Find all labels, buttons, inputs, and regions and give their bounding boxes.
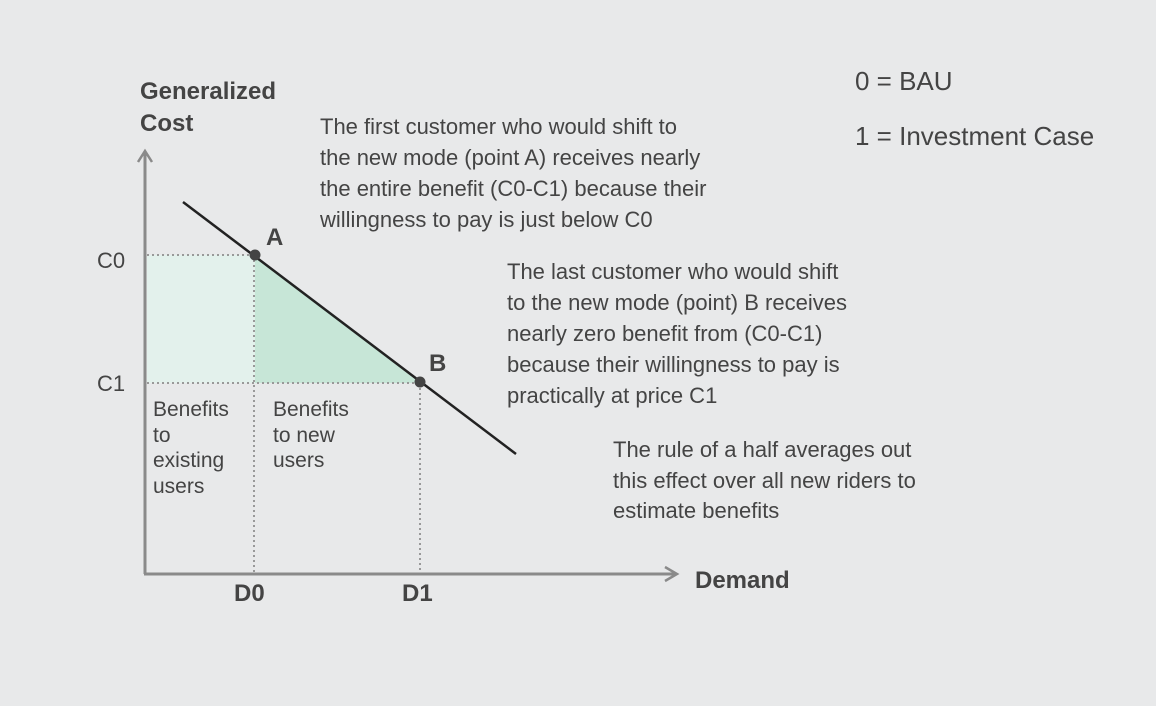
point-b-marker — [414, 376, 426, 388]
x-tick-d1: D1 — [402, 580, 433, 607]
point-a-marker — [249, 249, 261, 261]
rule-of-half-annotation: The rule of a half averages out this eff… — [613, 437, 916, 523]
x-axis-label: Demand — [695, 567, 790, 594]
y-axis-label: Generalized Cost — [140, 78, 277, 137]
x-axis-arrow — [664, 565, 680, 583]
point-a-annotation: The first customer who would shift to th… — [320, 114, 707, 232]
demand-line — [182, 201, 517, 455]
point-b-label: B — [429, 350, 447, 377]
y-tick-c1: C1 — [97, 371, 126, 396]
existing-users-area — [147, 255, 255, 383]
y-axis-arrow — [136, 148, 154, 163]
existing-users-area-label: Benefits to existing users — [153, 398, 229, 498]
legend-bau: 0 = BAU — [855, 66, 953, 96]
legend-investment-case: 1 = Investment Case — [855, 121, 1095, 151]
point-a-label: A — [266, 224, 284, 251]
y-tick-c0: C0 — [97, 248, 126, 273]
point-b-annotation: The last customer who would shift to the… — [507, 259, 847, 408]
x-tick-d0: D0 — [234, 580, 265, 607]
new-users-area-label: Benefits to new users — [273, 398, 349, 472]
